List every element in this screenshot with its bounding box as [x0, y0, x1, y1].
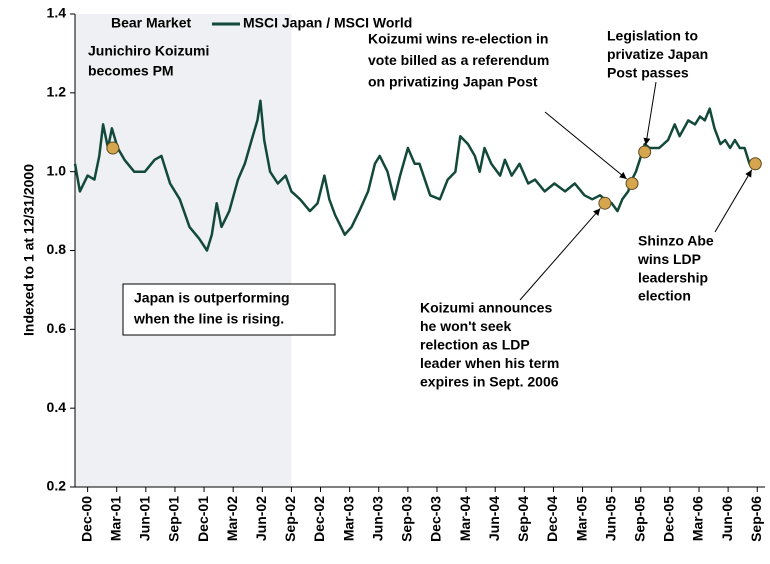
- x-tick-label: Jun-04: [486, 496, 502, 541]
- y-axis-label: Indexed to 1 at 12/31/2000: [21, 164, 37, 336]
- annotation-text: becomes PM: [88, 63, 174, 79]
- x-tick-label: Sep-01: [166, 496, 182, 542]
- y-tick-label: 0.8: [47, 241, 67, 257]
- x-tick-label: Dec-05: [661, 496, 677, 542]
- y-tick-label: 0.4: [47, 399, 67, 415]
- legend-swatch: [88, 17, 106, 31]
- x-tick-label: Dec-00: [78, 496, 94, 542]
- annotation-text: wins LDP: [637, 251, 701, 267]
- annotation-text: leadership: [638, 269, 708, 285]
- x-tick-label: Dec-01: [195, 496, 211, 542]
- event-marker: [625, 176, 639, 190]
- data-line: [73, 99, 761, 252]
- x-tick-label: Mar-01: [107, 496, 123, 541]
- annotation-text: privatize Japan: [607, 46, 708, 62]
- legend-label: Bear Market: [111, 15, 191, 31]
- annotation-text: Koizumi announces: [420, 300, 552, 316]
- x-tick-label: Mar-04: [457, 496, 473, 541]
- annotation-text: Shinzo Abe: [638, 233, 714, 249]
- annotation-text: Koizumi wins re-election in: [368, 31, 548, 47]
- x-tick-label: Dec-03: [428, 496, 444, 542]
- note-box: [122, 283, 336, 336]
- annotation-text: election: [638, 288, 691, 304]
- x-tick-label: Jun-06: [719, 496, 735, 541]
- event-marker: [748, 157, 762, 171]
- annotation-arrow: [519, 208, 601, 301]
- note-text: when the line is rising.: [133, 311, 284, 327]
- x-tick-label: Sep-06: [748, 496, 764, 542]
- x-tick-label: Dec-02: [311, 496, 327, 542]
- x-tick-label: Jun-01: [137, 496, 153, 541]
- x-tick-label: Mar-02: [224, 496, 240, 541]
- x-tick-label: Jun-03: [369, 496, 385, 541]
- y-tick-label: 0.6: [47, 320, 67, 336]
- y-tick-label: 0.2: [47, 478, 67, 494]
- annotation-text: relection as LDP: [420, 337, 530, 353]
- annotation-text: vote billed as a referendum: [368, 52, 549, 68]
- annotation-text: expires in Sept. 2006: [420, 374, 559, 390]
- annotation-text: leader when his term: [420, 355, 559, 371]
- x-tick-label: Mar-03: [340, 496, 356, 541]
- x-tick-label: Sep-03: [399, 496, 415, 542]
- annotation-text: Junichiro Koizumi: [88, 43, 209, 59]
- y-tick-label: 1.4: [47, 5, 67, 21]
- event-marker: [638, 145, 652, 159]
- annotation-text: Legislation to: [607, 28, 698, 44]
- legend-label: MSCI Japan / MSCI World: [243, 15, 412, 31]
- x-tick-label: Sep-04: [515, 496, 531, 542]
- annotation-text: Post passes: [607, 65, 689, 81]
- event-marker: [598, 196, 612, 210]
- bear-market-region: [75, 14, 292, 487]
- annotation-arrow: [714, 169, 753, 233]
- note-text: Japan is outperforming: [134, 290, 290, 306]
- x-tick-label: Sep-02: [282, 496, 298, 542]
- annotation-text: he won't seek: [420, 318, 511, 334]
- x-tick-label: Sep-05: [631, 496, 647, 542]
- x-tick-label: Jun-02: [253, 496, 269, 541]
- annotation-text: on privatizing Japan Post: [368, 74, 538, 90]
- annotation-arrow: [544, 111, 627, 180]
- event-marker: [106, 141, 120, 155]
- y-tick-label: 1.2: [47, 84, 67, 100]
- x-tick-label: Dec-04: [544, 496, 560, 542]
- annotation-arrow: [643, 81, 657, 146]
- x-tick-label: Jun-05: [602, 496, 618, 541]
- y-tick-label: 1.0: [47, 162, 67, 178]
- x-tick-label: Mar-06: [690, 496, 706, 541]
- x-tick-label: Mar-05: [573, 496, 589, 541]
